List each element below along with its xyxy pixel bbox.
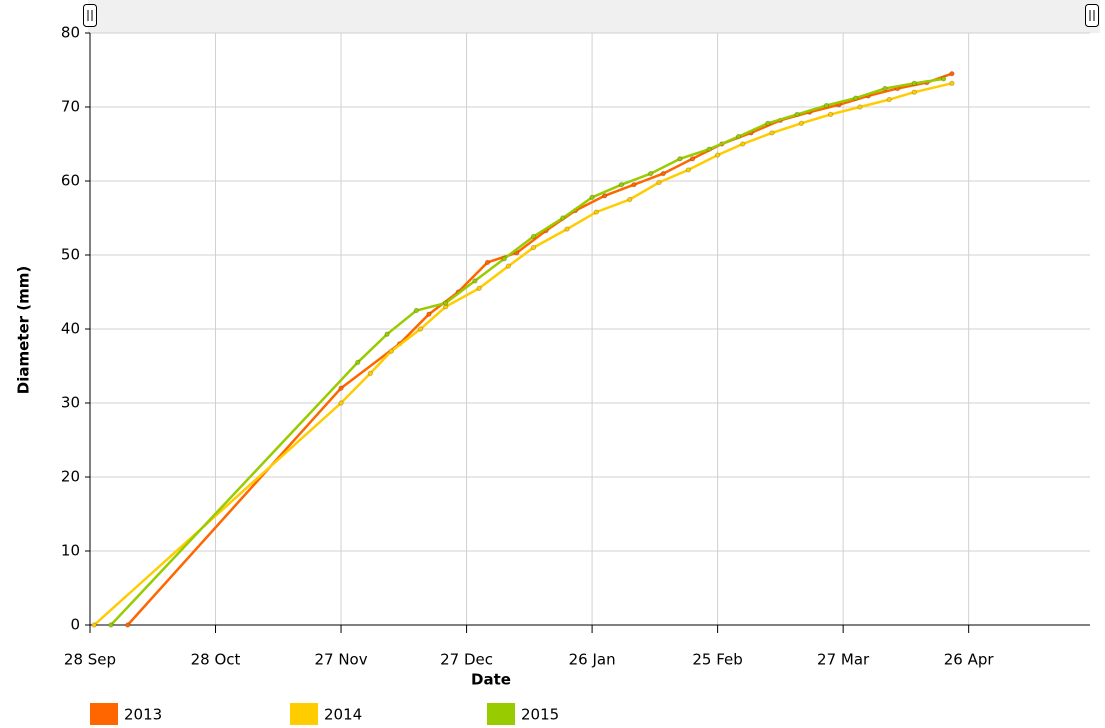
point: [886, 96, 892, 103]
point: [618, 182, 625, 188]
point: [798, 120, 804, 126]
scrollbar[interactable]: [88, 0, 1100, 33]
legend-label: 2015: [521, 706, 559, 724]
point: [560, 215, 566, 221]
point: [384, 331, 390, 337]
point: [949, 71, 955, 77]
scroll-handle-left[interactable]: [83, 4, 97, 27]
x-axis-label: Date: [471, 671, 511, 689]
point: [484, 259, 491, 266]
point: [769, 130, 775, 136]
x-tick-label: 28 Sep: [64, 651, 116, 669]
y-tick-label: 30: [61, 394, 80, 412]
y-tick-label: 60: [61, 172, 80, 190]
point: [685, 167, 692, 173]
point: [91, 622, 97, 628]
point: [827, 111, 834, 118]
y-tick-label: 80: [61, 24, 80, 42]
point: [367, 370, 374, 377]
point: [627, 196, 633, 203]
legend-item: 2015: [487, 703, 559, 725]
point: [338, 385, 344, 391]
point: [765, 120, 771, 126]
legend-swatch: [487, 703, 515, 725]
point: [530, 233, 537, 240]
point: [660, 170, 666, 177]
x-tick-label: 26 Jan: [569, 651, 616, 669]
point: [472, 278, 478, 284]
x-tick-label: 28 Oct: [191, 651, 241, 669]
series-line: [126, 72, 953, 626]
legend-label: 2013: [124, 706, 162, 724]
point: [601, 193, 608, 199]
point: [108, 622, 114, 628]
point: [501, 256, 507, 262]
y-tick-label: 70: [61, 98, 80, 116]
point: [714, 152, 721, 158]
series-line: [93, 82, 953, 626]
scroll-handle-right[interactable]: [1085, 4, 1099, 27]
point: [442, 300, 449, 306]
legend-swatch: [90, 703, 118, 725]
point: [706, 146, 712, 152]
point: [476, 285, 482, 291]
point: [631, 182, 637, 188]
point: [882, 85, 888, 92]
point: [794, 111, 800, 118]
y-tick-label: 20: [61, 468, 80, 486]
point: [911, 89, 917, 95]
x-tick-label: 27 Nov: [314, 651, 367, 669]
point: [823, 102, 830, 109]
y-tick-label: 40: [61, 320, 80, 338]
point: [426, 311, 432, 317]
point: [417, 326, 424, 332]
point: [338, 400, 344, 406]
legend-item: 2013: [90, 703, 162, 725]
point: [388, 348, 394, 354]
x-tick-label: 26 Apr: [944, 651, 995, 669]
point: [911, 80, 917, 87]
y-tick-label: 0: [70, 616, 80, 634]
x-tick-label: 27 Dec: [440, 651, 493, 669]
point: [530, 244, 537, 251]
series-line: [109, 77, 944, 626]
point: [647, 170, 654, 177]
point: [740, 141, 746, 147]
point: [689, 156, 696, 162]
legend-item: 2014: [290, 703, 362, 725]
point: [677, 156, 683, 162]
point: [564, 226, 570, 232]
legend-swatch: [290, 703, 318, 725]
y-axis-label: Diameter (mm): [15, 266, 33, 394]
point: [124, 622, 131, 628]
point: [940, 76, 947, 82]
point: [857, 104, 863, 110]
y-tick-label: 10: [61, 542, 80, 560]
point: [589, 194, 595, 200]
x-tick-label: 27 Mar: [817, 651, 870, 669]
y-tick-label: 50: [61, 246, 80, 264]
point: [355, 359, 361, 365]
point: [852, 95, 859, 101]
point: [656, 179, 662, 186]
point: [593, 209, 599, 215]
point: [949, 80, 955, 87]
point: [413, 307, 420, 314]
legend-label: 2014: [324, 706, 362, 724]
point: [735, 133, 742, 140]
point: [505, 263, 512, 269]
x-tick-label: 25 Feb: [692, 651, 742, 669]
